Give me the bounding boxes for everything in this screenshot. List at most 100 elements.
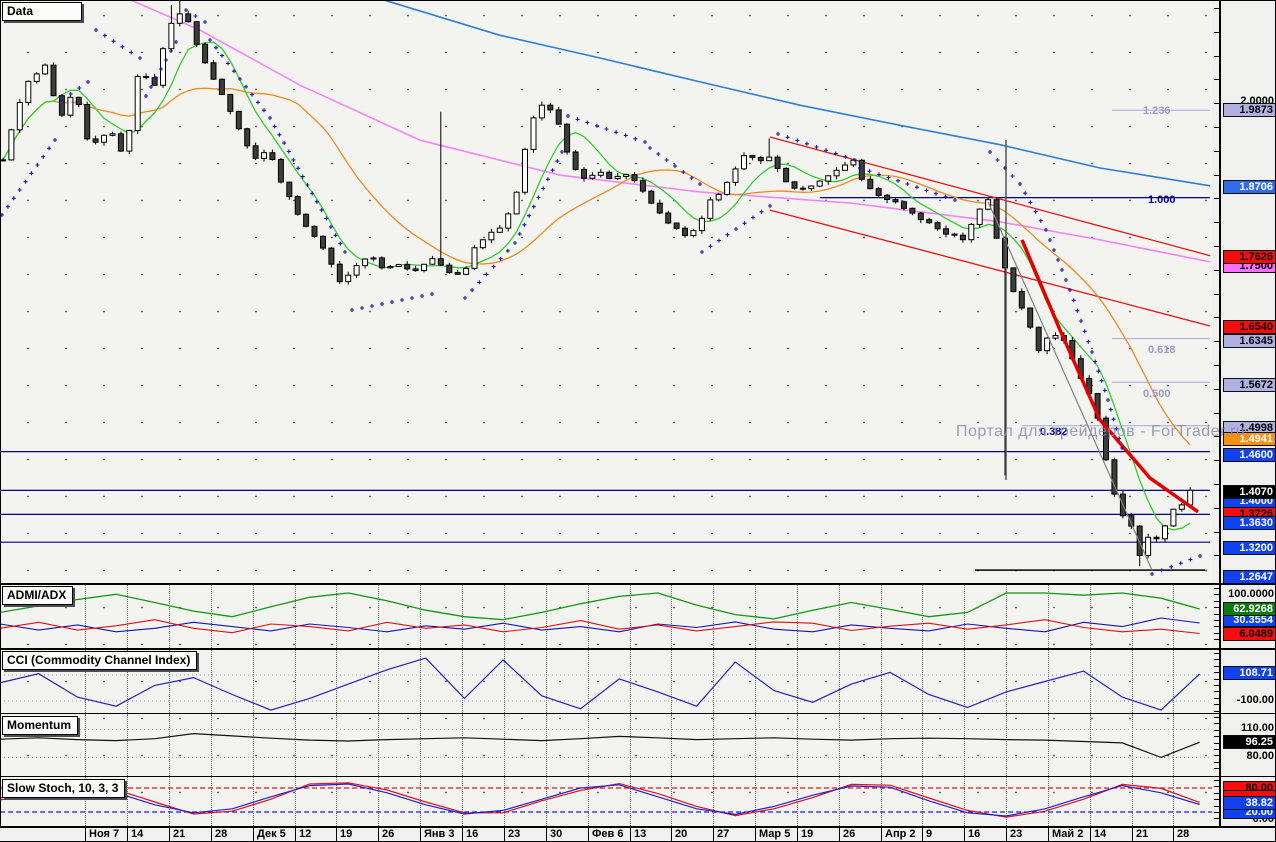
price-value-badge: 1.3630 xyxy=(1223,516,1276,530)
axis-tick xyxy=(1214,659,1219,660)
grid-vline xyxy=(211,777,212,826)
axis-tick xyxy=(1214,103,1219,104)
axis-tick xyxy=(1214,717,1219,718)
x-axis-label: 28 xyxy=(211,828,227,841)
axis-tick xyxy=(1214,786,1219,787)
panel-separator xyxy=(0,648,1276,650)
grid-vline xyxy=(504,650,505,713)
x-axis-label: 12 xyxy=(295,828,311,841)
cci-panel-title[interactable]: CCI (Commodity Channel Index) xyxy=(2,651,198,670)
grid-vline xyxy=(378,777,379,826)
axis-tick xyxy=(1214,626,1219,627)
grid-vline xyxy=(1006,777,1007,826)
axis-tick xyxy=(1214,793,1219,794)
grid-vline xyxy=(755,650,756,713)
grid-vline xyxy=(1006,714,1007,776)
price-value-badge: 1.6540 xyxy=(1223,320,1276,334)
grid-vline xyxy=(1006,650,1007,713)
grid-vline xyxy=(671,650,672,713)
grid-vline xyxy=(253,777,254,826)
axis-tick xyxy=(1214,685,1219,686)
x-axis-label: 16 xyxy=(462,828,478,841)
grid-vline xyxy=(881,777,882,826)
admi-adx-canvas[interactable] xyxy=(0,585,1212,648)
stoch-value-badge: 38.82 xyxy=(1223,796,1276,810)
fib-level-label: 1.236 xyxy=(1143,105,1171,117)
axis-tick xyxy=(1214,341,1219,342)
grid-vline xyxy=(85,714,86,776)
grid-vline xyxy=(85,777,86,826)
grid-vline xyxy=(881,714,882,776)
x-axis-label: Фев 6 xyxy=(588,828,623,841)
panel-separator xyxy=(0,776,1276,777)
momentum-panel-title[interactable]: Momentum xyxy=(2,716,78,735)
axis-tick xyxy=(1214,270,1219,271)
axis-tick xyxy=(1214,175,1219,176)
grid-vline xyxy=(1048,777,1049,826)
slow-stoch-10-3-3-canvas[interactable] xyxy=(0,777,1212,826)
grid-vline xyxy=(1048,714,1049,776)
grid-vline xyxy=(253,650,254,713)
axis-tick xyxy=(1214,460,1219,461)
grid-vline xyxy=(797,585,798,648)
x-axis-label: Апр 2 xyxy=(881,828,915,841)
x-axis-label: 14 xyxy=(1090,828,1106,841)
cci-value-badge: 108.71 xyxy=(1223,666,1276,680)
momentum-canvas[interactable] xyxy=(0,714,1212,776)
grid-vline xyxy=(671,585,672,648)
grid-vline xyxy=(295,585,296,648)
cci-canvas[interactable] xyxy=(0,650,1212,713)
grid-vline xyxy=(504,777,505,826)
axis-tick xyxy=(1214,749,1219,750)
grid-vline xyxy=(504,585,505,648)
axis-tick xyxy=(1214,532,1219,533)
axis-tick xyxy=(1214,198,1219,199)
grid-vline xyxy=(336,714,337,776)
axis-tick xyxy=(1214,555,1219,556)
grid-vline xyxy=(1090,650,1091,713)
x-axis-label: Май 2 xyxy=(1048,828,1083,841)
grid-vline xyxy=(85,650,86,713)
grid-vline xyxy=(169,777,170,826)
grid-vline xyxy=(546,714,547,776)
price-chart-canvas[interactable] xyxy=(0,0,1212,583)
price-axis-line[interactable] xyxy=(1219,0,1221,827)
grid-vline xyxy=(462,714,463,776)
grid-vline xyxy=(1132,714,1133,776)
grid-vline xyxy=(295,777,296,826)
x-axis-label: 21 xyxy=(1132,828,1148,841)
x-axis-label: 23 xyxy=(504,828,520,841)
adx-panel-title[interactable]: ADMI/ADX xyxy=(2,586,74,605)
axis-tick xyxy=(1214,620,1219,621)
fib-level-label: 1.000 xyxy=(1148,194,1176,206)
stoch-panel-title[interactable]: Slow Stoch, 10, 3, 3 xyxy=(2,779,126,798)
grid-vline xyxy=(85,585,86,648)
grid-vline xyxy=(630,585,631,648)
grid-vline xyxy=(839,777,840,826)
x-axis-label: 19 xyxy=(797,828,813,841)
grid-vline xyxy=(462,777,463,826)
grid-vline xyxy=(211,714,212,776)
grid-vline xyxy=(1132,585,1133,648)
grid-vline xyxy=(1048,650,1049,713)
cci-axis-label: -100.00 xyxy=(1236,694,1274,706)
axis-tick xyxy=(1214,672,1219,673)
axis-tick xyxy=(1214,691,1219,692)
grid-vline xyxy=(1173,650,1174,713)
grid-vline xyxy=(253,585,254,648)
grid-vline xyxy=(964,585,965,648)
grid-vline xyxy=(127,585,128,648)
grid-vline xyxy=(420,650,421,713)
grid-vline xyxy=(295,714,296,776)
axis-tick xyxy=(1214,818,1219,819)
price-value-badge: 1.8706 xyxy=(1223,180,1276,194)
axis-tick xyxy=(1214,711,1219,712)
x-axis-label: 20 xyxy=(671,828,687,841)
data-panel-title[interactable]: Data xyxy=(2,2,82,21)
grid-vline xyxy=(1048,585,1049,648)
price-value-badge: 1.9873 xyxy=(1223,103,1276,117)
axis-tick xyxy=(1214,8,1219,9)
axis-tick xyxy=(1214,594,1219,595)
grid-vline xyxy=(169,650,170,713)
axis-tick xyxy=(1214,799,1219,800)
